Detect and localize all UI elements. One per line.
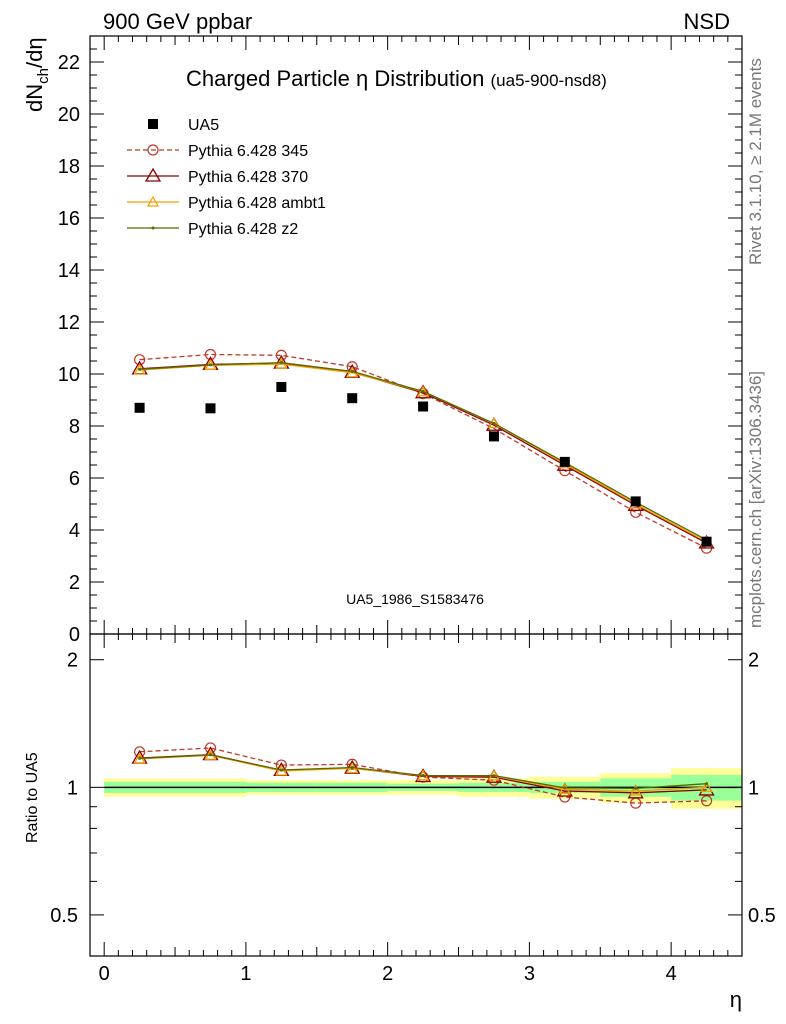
x-tick-label: 3 — [524, 963, 535, 985]
ratio-tick-label-left: 2 — [67, 650, 78, 672]
marker-dot — [350, 369, 354, 373]
marker-circle — [204, 742, 217, 754]
x-tick-label: 2 — [382, 963, 393, 985]
marker-square — [276, 382, 287, 392]
series-line — [139, 361, 707, 541]
marker-dot — [279, 768, 283, 772]
y-tick-label: 14 — [58, 260, 80, 282]
y-tick-label: 18 — [58, 156, 80, 178]
marker-dot — [138, 367, 142, 371]
marker-dot — [634, 786, 638, 790]
marker-dot — [350, 766, 354, 770]
marker-triangle — [144, 167, 162, 182]
marker-square — [134, 402, 145, 413]
y-tick-label: 20 — [58, 104, 80, 126]
marker-square — [559, 456, 570, 467]
ratio-tick-label-right: 1 — [748, 777, 759, 799]
analysis-watermark: UA5_1986_S1583476 — [346, 591, 484, 607]
x-axis-label: η — [730, 987, 742, 1012]
marker-dot — [705, 782, 709, 786]
marker-square — [205, 403, 216, 414]
marker-dot — [563, 786, 567, 790]
chart-title-sub: (ua5-900-nsd8) — [491, 71, 607, 90]
marker-dot — [208, 363, 212, 367]
chart-title: Charged Particle η Distribution (ua5-900… — [186, 66, 607, 91]
marker-circle — [630, 506, 642, 518]
marker-circle — [134, 746, 146, 758]
legend-label: Pythia 6.428 z2 — [188, 221, 298, 238]
ratio-tick-label-right: 2 — [748, 650, 759, 672]
y-tick-label: 6 — [69, 468, 80, 490]
y-tick-label: 22 — [58, 52, 80, 74]
x-tick-label: 4 — [666, 963, 677, 985]
y-tick-label: 16 — [58, 208, 80, 230]
series-line — [139, 353, 707, 549]
legend-label: Pythia 6.428 345 — [188, 143, 308, 160]
marker-triangle — [131, 360, 148, 375]
main-series — [131, 348, 715, 554]
ratio-tick-label-left: 1 — [67, 777, 78, 799]
marker-triangle-small — [275, 357, 288, 369]
marker-circle — [346, 758, 358, 770]
marker-triangle-small — [629, 784, 642, 796]
legend-label: UA5 — [188, 117, 219, 134]
y-tick-label: 8 — [69, 416, 80, 438]
y-tick-label: 2 — [69, 572, 80, 594]
marker-triangle-small — [558, 783, 571, 794]
marker-dot — [421, 774, 425, 778]
ratio-tick-label-right: 0.5 — [748, 905, 776, 927]
header-right: NSD — [684, 9, 730, 34]
marker-dot — [492, 774, 496, 778]
marker-dot — [492, 421, 496, 425]
marker-circle — [559, 791, 571, 803]
header-left: 900 GeV ppbar — [103, 9, 252, 34]
marker-square — [488, 431, 499, 442]
marker-dot — [138, 756, 142, 760]
y-tick-label: 0 — [69, 624, 80, 646]
legend-label: Pythia 6.428 370 — [188, 169, 308, 186]
marker-dot — [208, 753, 212, 757]
marker-circle — [700, 795, 713, 807]
marker-dot — [151, 226, 155, 230]
marker-square — [148, 119, 158, 129]
y-axis-label-ratio: Ratio to UA5 — [24, 752, 41, 843]
mcplots-label: mcplots.cern.ch [arXiv:1306.3436] — [746, 371, 765, 628]
ratio-tick-label-left: 0.5 — [50, 905, 78, 927]
marker-dot — [421, 389, 425, 393]
marker-square — [347, 393, 358, 404]
marker-dot — [279, 361, 283, 365]
chart-title-main: Charged Particle η Distribution — [186, 66, 484, 91]
marker-triangle-small — [700, 781, 713, 792]
ratio-series — [131, 742, 715, 809]
marker-square — [418, 401, 429, 412]
legend-label: Pythia 6.428 ambt1 — [188, 195, 326, 212]
marker-square — [630, 496, 641, 507]
x-tick-label: 0 — [99, 963, 110, 985]
rivet-label: Rivet 3.1.10, ≥ 2.1M events — [746, 58, 765, 265]
legend: UA5 Pythia 6.428 345 Pythia 6.428 370 Pythi… — [127, 117, 326, 238]
y-tick-label: 12 — [58, 312, 80, 334]
marker-triangle-small — [146, 195, 160, 207]
y-axis-label-main: dNch/dη — [22, 37, 52, 112]
y-tick-label: 10 — [58, 364, 80, 386]
marker-square — [701, 536, 712, 547]
marker-circle — [147, 144, 159, 156]
y-tick-label: 4 — [69, 520, 80, 542]
x-tick-label: 1 — [240, 963, 251, 985]
marker-triangle — [414, 384, 432, 399]
